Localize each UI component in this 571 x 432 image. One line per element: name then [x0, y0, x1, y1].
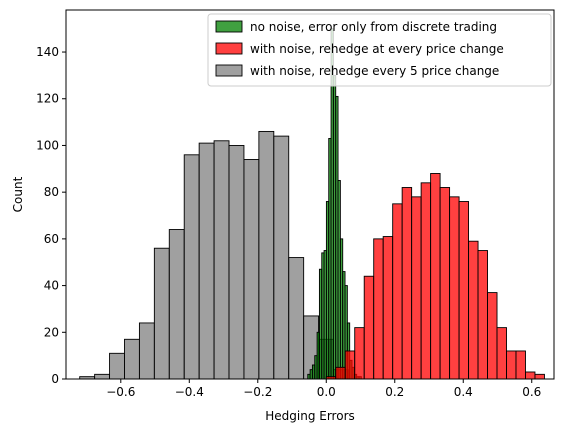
legend-swatch-gray [215, 64, 243, 77]
bar-red-9 [411, 196, 422, 380]
legend: no noise, error only from discrete tradi… [207, 13, 552, 87]
x-tick-label: −0.6 [106, 385, 135, 399]
y-tick-label: 20 [44, 325, 59, 339]
bar-gray-10 [228, 145, 245, 380]
legend-label-red: with noise, rehedge at every price chang… [250, 42, 504, 56]
bar-red-13 [449, 196, 460, 380]
bar-gray-7 [183, 154, 200, 380]
legend-label-gray: with noise, rehedge every 5 price change [250, 64, 499, 78]
x-tick-label: −0.4 [175, 385, 204, 399]
legend-swatch-green [215, 20, 243, 33]
bar-red-15 [468, 240, 479, 380]
legend-box [207, 13, 552, 87]
series-gray-bars [79, 130, 349, 380]
bar-gray-12 [258, 130, 275, 380]
bar-gray-1 [94, 373, 111, 380]
bar-gray-6 [168, 229, 185, 380]
legend-label-green: no noise, error only from discrete tradi… [250, 20, 497, 34]
bar-red-7 [392, 203, 403, 380]
bar-red-5 [373, 238, 384, 380]
bar-red-4 [363, 275, 375, 380]
series-red-bars [325, 173, 545, 380]
legend-swatch-red [215, 42, 243, 55]
bar-red-11 [430, 173, 441, 380]
bar-red-18 [496, 327, 507, 380]
y-tick-label: 40 [44, 279, 59, 293]
y-tick-label: 140 [36, 45, 59, 59]
bar-red-21 [525, 371, 536, 380]
bar-gray-11 [243, 159, 260, 380]
x-axis-label: Hedging Errors [265, 409, 355, 423]
bar-red-6 [382, 236, 394, 380]
y-tick-label: 100 [36, 138, 59, 152]
bar-red-20 [515, 350, 526, 380]
bar-gray-3 [124, 338, 140, 380]
bar-gray-13 [273, 135, 290, 380]
y-axis-label: Count [11, 176, 25, 212]
bar-gray-8 [198, 142, 215, 380]
bar-gray-9 [213, 140, 230, 380]
bar-red-19 [506, 350, 517, 380]
x-tick-label: 0.2 [385, 385, 404, 399]
bar-gray-5 [153, 247, 170, 380]
x-tick-label: 0.0 [317, 385, 336, 399]
bar-red-3 [354, 327, 365, 380]
bar-red-17 [487, 292, 498, 380]
bar-red-12 [439, 187, 451, 380]
bar-red-8 [401, 187, 413, 380]
plot-frame [65, 9, 555, 380]
x-tick-label: −0.2 [243, 385, 272, 399]
bar-red-10 [420, 182, 432, 380]
bar-red-1 [335, 366, 346, 380]
y-tick-label: 120 [36, 92, 59, 106]
y-tick-label: 0 [51, 372, 59, 386]
bar-red-2 [344, 350, 356, 380]
bar-red-14 [458, 201, 470, 380]
bar-red-22 [534, 373, 545, 380]
y-tick-label: 60 [44, 232, 59, 246]
x-axis-ticks: −0.6 −0.4 −0.2 0.0 0.2 0.4 0.6 [106, 379, 541, 399]
bar-gray-14 [288, 257, 305, 380]
bar-gray-4 [138, 322, 155, 380]
y-axis-ticks: 0 20 40 60 80 100 120 140 [36, 45, 66, 386]
x-tick-label: 0.4 [454, 385, 473, 399]
bar-gray-2 [109, 352, 125, 380]
bar-red-16 [477, 250, 488, 380]
y-tick-label: 80 [44, 185, 59, 199]
x-tick-label: 0.6 [522, 385, 541, 399]
